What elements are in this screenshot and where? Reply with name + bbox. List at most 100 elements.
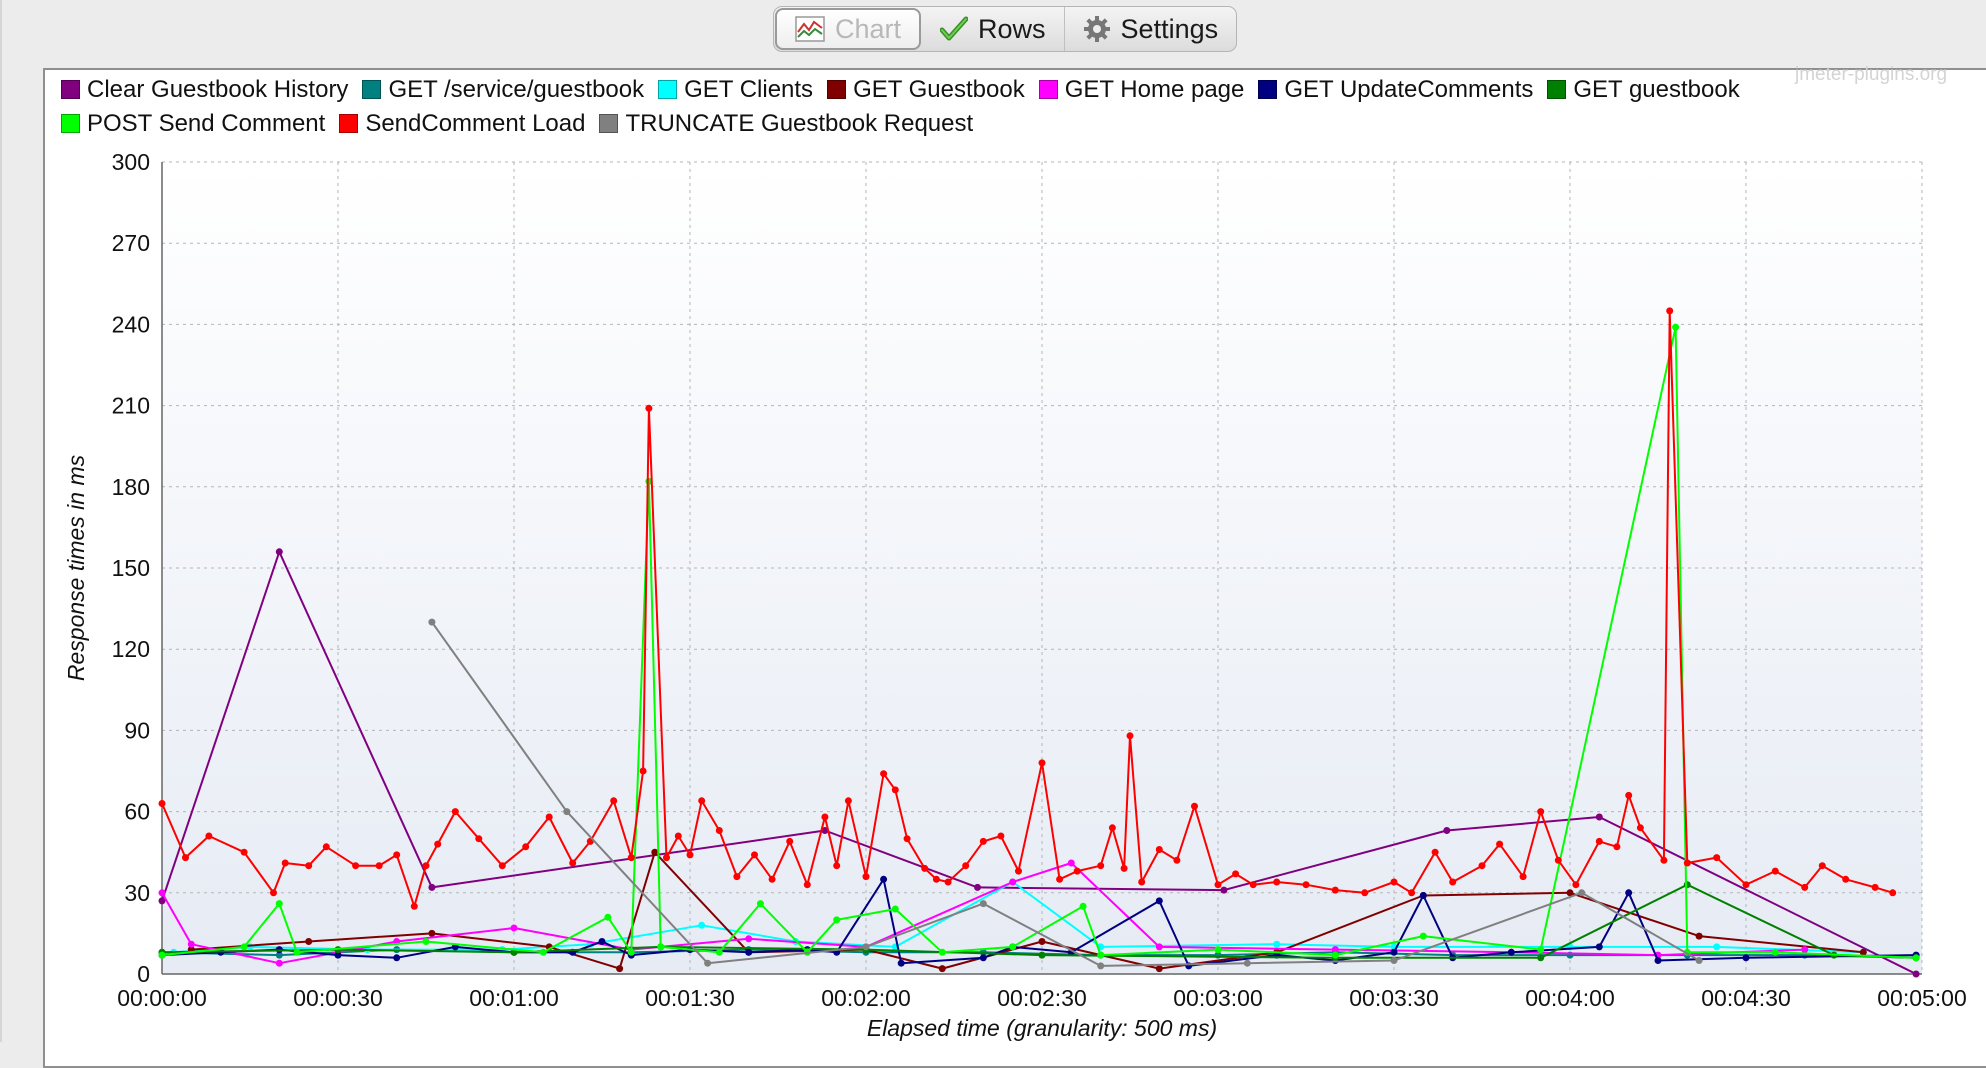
legend-label: SendComment Load bbox=[365, 109, 586, 137]
data-point bbox=[903, 835, 911, 843]
data-point bbox=[1695, 957, 1703, 964]
response-time-chart: 0 30 60 90 120 150 180 210 240 270 300 00:00:00 00:… bbox=[63, 149, 1967, 1041]
data-point bbox=[1871, 883, 1879, 891]
data-point bbox=[498, 862, 506, 870]
data-point bbox=[1408, 889, 1416, 897]
data-point bbox=[1419, 892, 1427, 899]
data-point bbox=[428, 883, 436, 891]
data-point bbox=[974, 883, 981, 891]
data-point bbox=[563, 808, 571, 816]
data-point bbox=[897, 959, 905, 967]
data-point bbox=[293, 948, 301, 956]
data-point bbox=[833, 916, 841, 924]
data-point bbox=[844, 797, 852, 805]
data-point bbox=[1801, 883, 1809, 891]
legend-item: TRUNCATE Guestbook Request bbox=[599, 110, 973, 137]
data-point bbox=[786, 837, 794, 845]
data-point bbox=[158, 800, 166, 807]
data-point bbox=[393, 851, 401, 859]
x-axis-title: Elapsed time (granularity: 500 ms) bbox=[867, 1015, 1217, 1041]
data-point bbox=[158, 897, 166, 905]
y-tick-label: 270 bbox=[112, 230, 150, 256]
x-tick-label: 00:03:00 bbox=[1173, 985, 1263, 1011]
data-point bbox=[1554, 856, 1562, 864]
data-point bbox=[1009, 878, 1017, 886]
data-point bbox=[1771, 948, 1779, 956]
data-point bbox=[428, 929, 436, 937]
data-point bbox=[305, 938, 313, 945]
data-point bbox=[510, 924, 518, 932]
data-point bbox=[334, 951, 342, 959]
data-point bbox=[1449, 878, 1457, 886]
data-point bbox=[545, 813, 553, 821]
data-point bbox=[751, 851, 758, 859]
data-point bbox=[1660, 856, 1668, 864]
data-point bbox=[997, 832, 1005, 840]
data-point bbox=[745, 948, 753, 956]
data-point bbox=[627, 948, 635, 956]
tab-settings[interactable]: Settings bbox=[1065, 7, 1237, 51]
data-point bbox=[1038, 938, 1046, 945]
series-line bbox=[161, 309, 1893, 908]
data-point bbox=[240, 848, 248, 856]
data-point bbox=[1273, 878, 1281, 886]
data-point bbox=[1038, 951, 1046, 959]
chart-legend: Clear Guestbook History GET /service/gues… bbox=[61, 75, 1961, 137]
data-point bbox=[979, 900, 987, 908]
legend-swatch bbox=[599, 114, 619, 133]
legend-label: GET guestbook bbox=[1573, 75, 1740, 103]
data-point bbox=[1138, 878, 1146, 886]
data-point bbox=[1361, 889, 1369, 897]
legend-swatch bbox=[61, 114, 80, 133]
legend-item: GET /service/guestbook bbox=[362, 76, 644, 103]
tab-chart-label: Chart bbox=[835, 13, 902, 44]
data-point bbox=[1613, 843, 1621, 851]
data-point bbox=[410, 902, 418, 910]
data-point bbox=[1537, 946, 1545, 954]
y-tick-label: 60 bbox=[124, 799, 150, 825]
data-point bbox=[921, 864, 929, 872]
checkmark-icon bbox=[940, 16, 969, 42]
tab-chart[interactable]: Chart bbox=[775, 8, 922, 50]
view-tab-bar: Chart Rows Settings bbox=[773, 6, 1238, 52]
data-point bbox=[428, 618, 436, 626]
data-point bbox=[1331, 951, 1339, 959]
legend-swatch bbox=[362, 80, 382, 99]
data-point bbox=[158, 951, 166, 959]
data-point bbox=[604, 913, 612, 921]
legend-item: GET guestbook bbox=[1547, 75, 1740, 103]
data-point bbox=[1519, 873, 1527, 881]
data-point bbox=[1625, 889, 1633, 897]
data-point bbox=[434, 840, 442, 848]
tab-rows[interactable]: Rows bbox=[922, 7, 1065, 51]
data-point bbox=[1801, 946, 1809, 954]
data-point bbox=[1120, 864, 1128, 872]
y-tick-label: 0 bbox=[137, 961, 150, 987]
data-point bbox=[1578, 889, 1586, 897]
data-point bbox=[1683, 859, 1691, 867]
data-point bbox=[1595, 813, 1603, 821]
x-tick-label: 00:04:30 bbox=[1701, 985, 1791, 1011]
data-point bbox=[891, 905, 899, 913]
data-point bbox=[1683, 881, 1691, 889]
series-line bbox=[161, 878, 1917, 967]
y-tick-label: 150 bbox=[112, 555, 150, 581]
data-point bbox=[663, 854, 670, 862]
data-point bbox=[1818, 862, 1826, 870]
data-point bbox=[158, 889, 166, 897]
data-point bbox=[1126, 732, 1134, 740]
data-point bbox=[1097, 962, 1105, 970]
data-point bbox=[1108, 824, 1116, 832]
data-point bbox=[962, 862, 970, 870]
data-point bbox=[803, 881, 811, 889]
series-post-send-comment bbox=[158, 323, 1920, 962]
data-point bbox=[1173, 856, 1181, 864]
x-tick-label: 00:01:30 bbox=[645, 985, 735, 1011]
data-point bbox=[686, 851, 694, 859]
data-point bbox=[1572, 881, 1580, 889]
data-point bbox=[1566, 889, 1574, 897]
data-point bbox=[639, 767, 647, 775]
data-point bbox=[451, 808, 459, 816]
data-point bbox=[1067, 859, 1075, 867]
data-point bbox=[1056, 875, 1064, 883]
